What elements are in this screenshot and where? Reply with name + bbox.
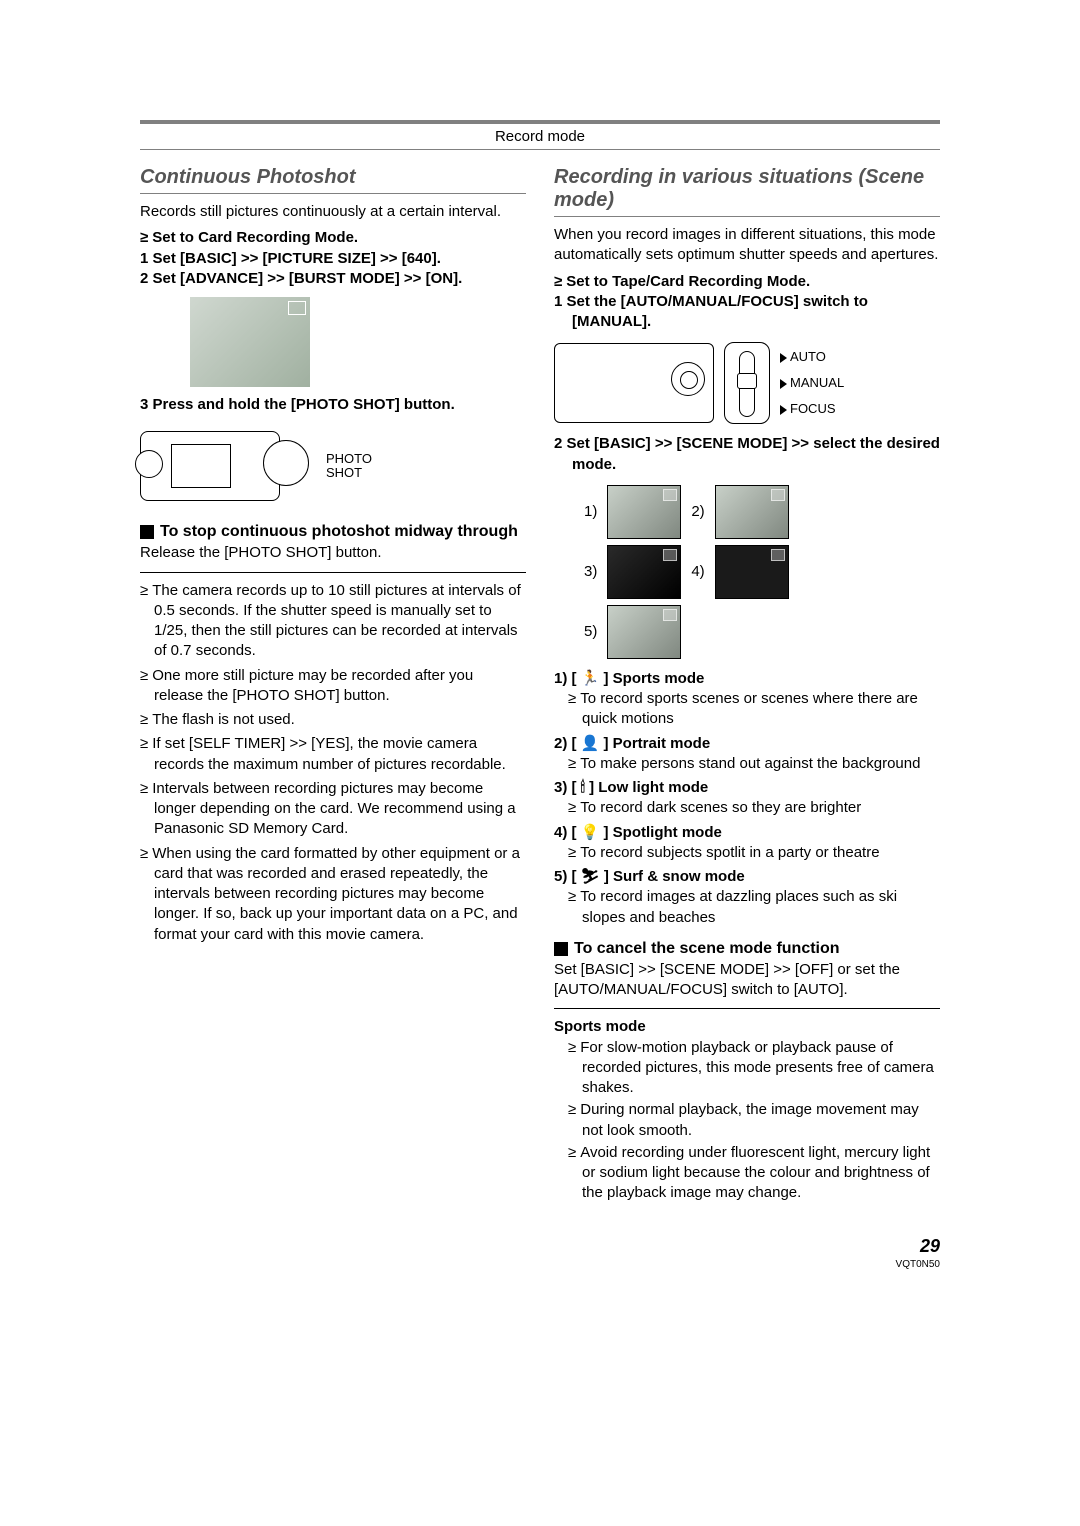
switch-detail-icon (724, 342, 770, 424)
left-step1: 1 Set [BASIC] >> [PICTURE SIZE] >> [640]… (140, 249, 526, 269)
page-number: 29 (140, 1236, 940, 1257)
camera-label-line1: PHOTO (326, 452, 372, 466)
divider (554, 1008, 940, 1009)
scene-thumb-lowlight (607, 545, 681, 599)
camera-side-icon (554, 343, 714, 423)
mode-head: 4) [ 💡 ] Spotlight mode (554, 823, 940, 843)
note-item: One more still picture may be recorded a… (140, 666, 526, 707)
switch-illustration: AUTO MANUAL FOCUS (554, 342, 940, 424)
note-item: Avoid recording under fluorescent light,… (554, 1143, 940, 1204)
right-subheading-text: To cancel the scene mode function (574, 940, 840, 958)
two-column-layout: Continuous Photoshot Records still pictu… (140, 166, 940, 1206)
mode-head: 3) [ 🕯 ] Low light mode (554, 778, 940, 798)
sports-mode-heading: Sports mode (554, 1017, 940, 1037)
switch-labels: AUTO MANUAL FOCUS (780, 344, 844, 422)
switch-label-auto: AUTO (780, 344, 844, 370)
right-step1: 1 Set the [AUTO/MANUAL/FOCUS] switch to … (554, 292, 940, 333)
left-precondition: Set to Card Recording Mode. (140, 228, 526, 248)
note-item: The flash is not used. (140, 710, 526, 730)
switch-label-focus: FOCUS (780, 396, 844, 422)
mode-desc: To record subjects spotlit in a party or… (554, 843, 940, 863)
camera-button-label: PHOTO SHOT (326, 452, 372, 481)
left-section-title: Continuous Photoshot (140, 166, 526, 194)
note-item: The camera records up to 10 still pictur… (140, 581, 526, 662)
mode-item-lowlight: 3) [ 🕯 ] Low light mode To record dark s… (554, 778, 940, 819)
scene-num: 1) (584, 503, 597, 520)
page-footer: 29 VQT0N50 (140, 1236, 940, 1270)
scene-thumb-spotlight (715, 545, 789, 599)
right-intro: When you record images in different situ… (554, 225, 940, 266)
mode-item-spotlight: 4) [ 💡 ] Spotlight mode To record subjec… (554, 823, 940, 864)
mode-item-sports: 1) [ 🏃 ] Sports mode To record sports sc… (554, 669, 940, 730)
left-notes-list: The camera records up to 10 still pictur… (140, 581, 526, 945)
scene-num: 3) (584, 563, 597, 580)
note-item: Intervals between recording pictures may… (140, 779, 526, 840)
note-item: For slow-motion playback or playback pau… (554, 1038, 940, 1099)
scene-thumb-surfsnow (607, 605, 681, 659)
note-item: If set [SELF TIMER] >> [YES], the movie … (140, 734, 526, 775)
switch-label-manual: MANUAL (780, 370, 844, 396)
mode-item-portrait: 2) [ 👤 ] Portrait mode To make persons s… (554, 734, 940, 775)
mode-desc: To record images at dazzling places such… (554, 887, 940, 928)
scene-thumb-portrait (715, 485, 789, 539)
scene-num: 4) (691, 563, 704, 580)
mode-head: 5) [ ⛷ ] Surf & snow mode (554, 867, 940, 887)
note-item: When using the card formatted by other e… (140, 844, 526, 945)
mode-desc: To make persons stand out against the ba… (554, 754, 940, 774)
mode-item-surfsnow: 5) [ ⛷ ] Surf & snow mode To record imag… (554, 867, 940, 928)
right-precondition: Set to Tape/Card Recording Mode. (554, 272, 940, 292)
right-step2: 2 Set [BASIC] >> [SCENE MODE] >> select … (554, 434, 940, 475)
right-section-title: Recording in various situations (Scene m… (554, 166, 940, 217)
left-subheading-text: To stop continuous photoshot midway thro… (160, 523, 518, 541)
camera-body-icon (140, 431, 280, 501)
camera-illustration: PHOTO SHOT (140, 421, 420, 511)
mode-head: 1) [ 🏃 ] Sports mode (554, 669, 940, 689)
mode-desc: To record sports scenes or scenes where … (554, 689, 940, 730)
right-subheading-cancel: To cancel the scene mode function (554, 940, 940, 958)
scene-thumb-sports (607, 485, 681, 539)
sample-photo-illustration (190, 297, 310, 387)
left-sub1-body: Release the [PHOTO SHOT] button. (140, 543, 526, 563)
mode-desc: To record dark scenes so they are bright… (554, 798, 940, 818)
note-item: During normal playback, the image moveme… (554, 1100, 940, 1141)
scene-num: 2) (691, 503, 704, 520)
square-bullet-icon (554, 942, 568, 956)
left-step3: 3 Press and hold the [PHOTO SHOT] button… (140, 395, 526, 415)
document-code: VQT0N50 (140, 1259, 940, 1270)
scene-thumbnail-grid: 1) 2) 3) 4) 5) (584, 485, 940, 659)
right-column: Recording in various situations (Scene m… (554, 166, 940, 1206)
header-title: Record mode (495, 128, 585, 145)
sports-mode-notes: For slow-motion playback or playback pau… (554, 1038, 940, 1204)
scene-num: 5) (584, 623, 597, 640)
scene-mode-list: 1) [ 🏃 ] Sports mode To record sports sc… (554, 669, 940, 928)
left-column: Continuous Photoshot Records still pictu… (140, 166, 526, 1206)
mode-head: 2) [ 👤 ] Portrait mode (554, 734, 940, 754)
page-header: Record mode (140, 120, 940, 150)
right-sub1-body: Set [BASIC] >> [SCENE MODE] >> [OFF] or … (554, 960, 940, 1001)
left-step2: 2 Set [ADVANCE] >> [BURST MODE] >> [ON]. (140, 269, 526, 289)
left-intro: Records still pictures continuously at a… (140, 202, 526, 222)
divider (140, 572, 526, 573)
camera-label-line2: SHOT (326, 466, 372, 480)
square-bullet-icon (140, 525, 154, 539)
left-subheading-stop: To stop continuous photoshot midway thro… (140, 523, 526, 541)
